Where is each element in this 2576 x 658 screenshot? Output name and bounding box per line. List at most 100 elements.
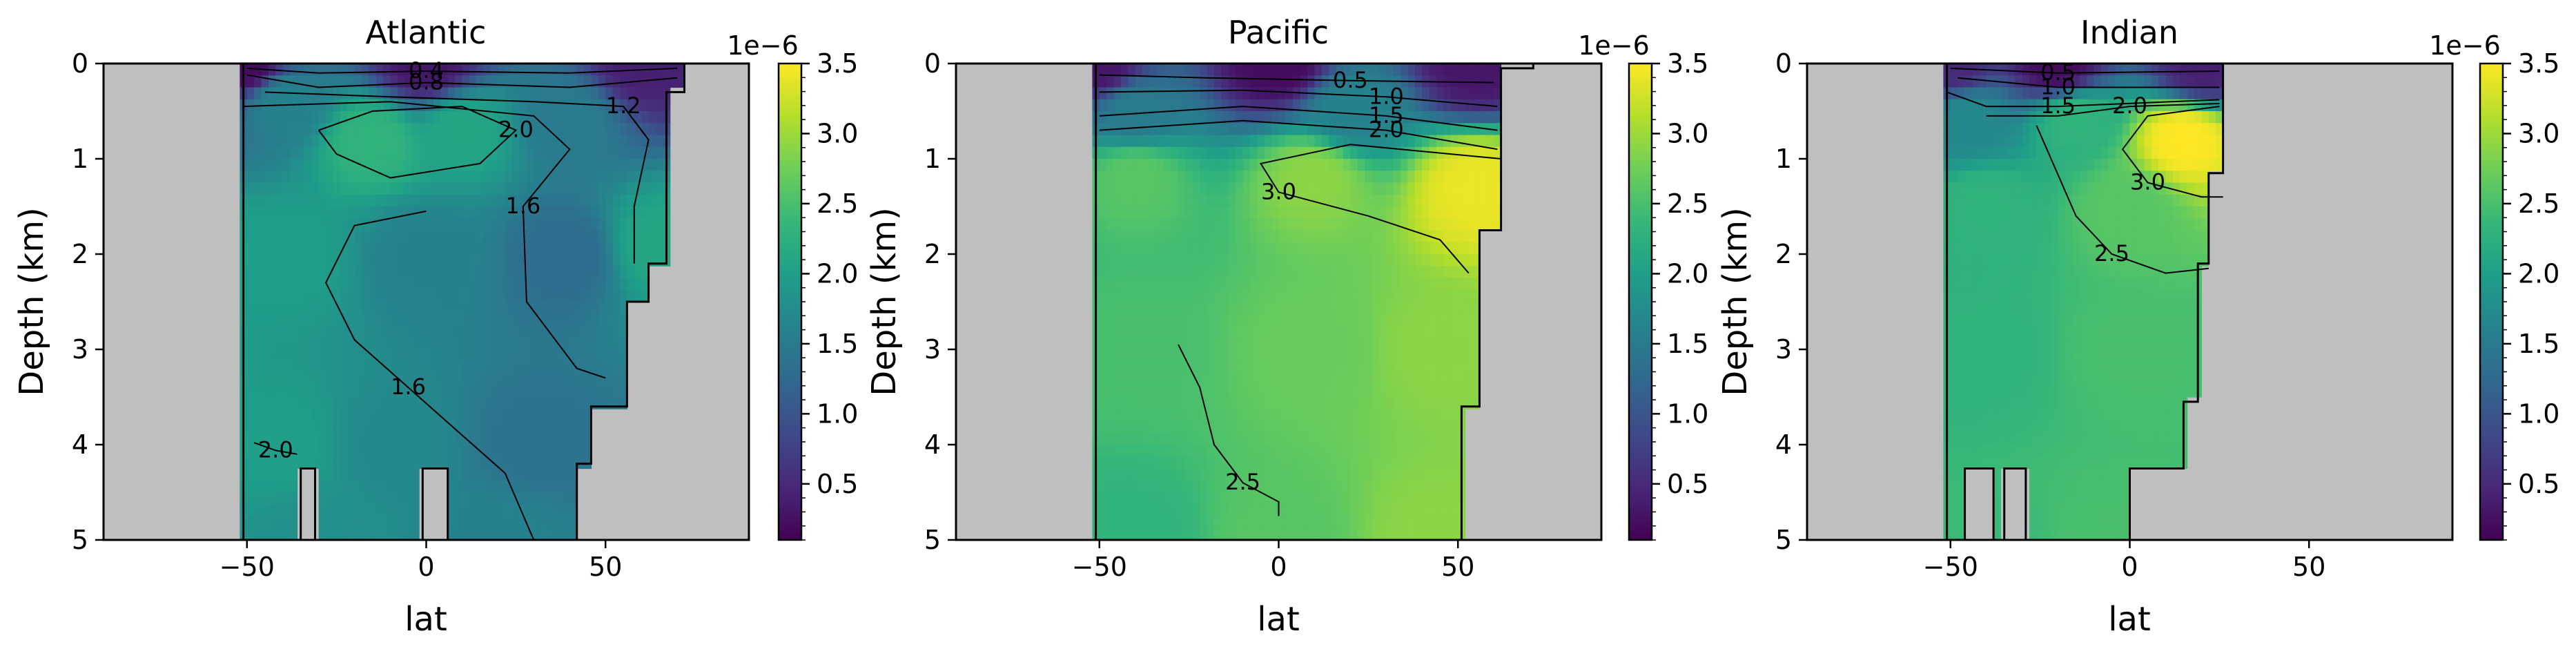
- heatmap-cell: [1200, 445, 1208, 457]
- heatmap-cell: [1321, 171, 1329, 184]
- heatmap-cell: [340, 135, 348, 148]
- heatmap-cell: [612, 385, 621, 398]
- heatmap-cell: [369, 337, 377, 350]
- heatmap-cell: [1314, 242, 1323, 255]
- heatmap-cell: [548, 278, 556, 291]
- heatmap-cell: [1429, 111, 1437, 124]
- heatmap-cell: [397, 480, 405, 493]
- heatmap-cell: [1307, 361, 1316, 374]
- heatmap-cell: [1128, 75, 1136, 88]
- heatmap-cell: [1278, 171, 1287, 184]
- heatmap-cell: [491, 182, 498, 195]
- heatmap-cell: [282, 420, 291, 434]
- heatmap-cell: [476, 111, 485, 124]
- heatmap-cell: [562, 420, 570, 434]
- heatmap-cell: [598, 87, 606, 100]
- heatmap-cell: [598, 242, 606, 255]
- heatmap-cell: [519, 278, 527, 291]
- heatmap-cell: [1386, 135, 1394, 148]
- heatmap-cell: [569, 397, 578, 409]
- heatmap-cell: [1300, 218, 1308, 231]
- heatmap-cell: [1128, 230, 1136, 243]
- heatmap-cell: [1307, 480, 1316, 493]
- heatmap-cell: [1336, 456, 1344, 470]
- heatmap-cell: [354, 397, 362, 409]
- heatmap-cell: [455, 373, 463, 386]
- heatmap-cell: [304, 75, 312, 88]
- heatmap-cell: [404, 492, 413, 505]
- heatmap-cell: [1164, 87, 1172, 100]
- heatmap-cell: [447, 194, 456, 207]
- heatmap-cell: [1357, 409, 1365, 422]
- heatmap-cell: [512, 420, 520, 434]
- heatmap-cell: [1192, 432, 1200, 445]
- heatmap-cell: [347, 349, 355, 362]
- heatmap-cell: [1422, 313, 1430, 327]
- heatmap-cell: [1443, 468, 1452, 481]
- heatmap-cell: [569, 373, 578, 386]
- heatmap-cell: [375, 171, 384, 184]
- heatmap-cell: [354, 385, 362, 398]
- heatmap-cell: [318, 266, 326, 279]
- heatmap-cell: [268, 325, 276, 338]
- heatmap-cell: [1242, 492, 1251, 505]
- heatmap-cell: [297, 242, 305, 255]
- heatmap-cell: [483, 409, 491, 422]
- heatmap-cell: [1257, 111, 1265, 124]
- heatmap-cell: [1372, 349, 1380, 362]
- heatmap-cell: [1128, 504, 1136, 517]
- heatmap-cell: [1300, 385, 1308, 398]
- heatmap-cell: [1429, 516, 1437, 529]
- heatmap-cell: [1365, 397, 1373, 409]
- heatmap-cell: [390, 456, 398, 470]
- heatmap-cell: [2000, 337, 2009, 350]
- heatmap-cell: [1357, 146, 1365, 159]
- heatmap-cell: [383, 373, 391, 386]
- heatmap-cell: [498, 289, 506, 302]
- heatmap-cell: [1343, 159, 1351, 171]
- heatmap-cell: [555, 75, 563, 88]
- heatmap-cell: [1149, 492, 1158, 505]
- heatmap-cell: [1378, 266, 1387, 279]
- heatmap-cell: [1986, 123, 1994, 136]
- heatmap-cell: [1350, 87, 1358, 100]
- heatmap-cell: [1271, 135, 1280, 148]
- heatmap-cell: [1293, 99, 1301, 112]
- heatmap-cell: [1450, 99, 1458, 112]
- heatmap-cell: [1343, 445, 1351, 457]
- heatmap-cell: [2000, 135, 2009, 148]
- heatmap-cell: [1964, 385, 1973, 398]
- heatmap-cell: [254, 361, 262, 374]
- heatmap-cell: [282, 242, 291, 255]
- heatmap-cell: [1429, 480, 1437, 493]
- heatmap-cell: [1300, 420, 1308, 434]
- heatmap-cell: [562, 254, 570, 267]
- heatmap-cell: [1242, 420, 1251, 434]
- heatmap-cell: [1271, 182, 1280, 195]
- heatmap-cell: [447, 99, 456, 112]
- heatmap-cell: [1120, 480, 1129, 493]
- heatmap-cell: [476, 385, 485, 398]
- heatmap-cell: [411, 99, 420, 112]
- heatmap-cell: [390, 135, 398, 148]
- heatmap-cell: [519, 75, 527, 88]
- heatmap-cell: [540, 242, 549, 255]
- heatmap-cell: [1336, 361, 1344, 374]
- heatmap-cell: [362, 420, 369, 434]
- heatmap-cell: [304, 373, 312, 386]
- heatmap-cell: [2029, 206, 2038, 219]
- heatmap-cell: [1113, 278, 1122, 291]
- heatmap-cell: [1142, 337, 1151, 350]
- heatmap-cell: [1393, 516, 1401, 529]
- heatmap-cell: [447, 349, 456, 362]
- heatmap-cell: [1120, 218, 1129, 231]
- heatmap-cell: [548, 266, 556, 279]
- heatmap-cell: [576, 182, 585, 195]
- heatmap-cell: [1964, 182, 1973, 195]
- heatmap-cell: [404, 337, 413, 350]
- heatmap-cell: [447, 206, 456, 219]
- heatmap-cell: [584, 171, 592, 184]
- heatmap-cell: [311, 420, 320, 434]
- heatmap-cell: [440, 218, 449, 231]
- heatmap-cell: [433, 218, 441, 231]
